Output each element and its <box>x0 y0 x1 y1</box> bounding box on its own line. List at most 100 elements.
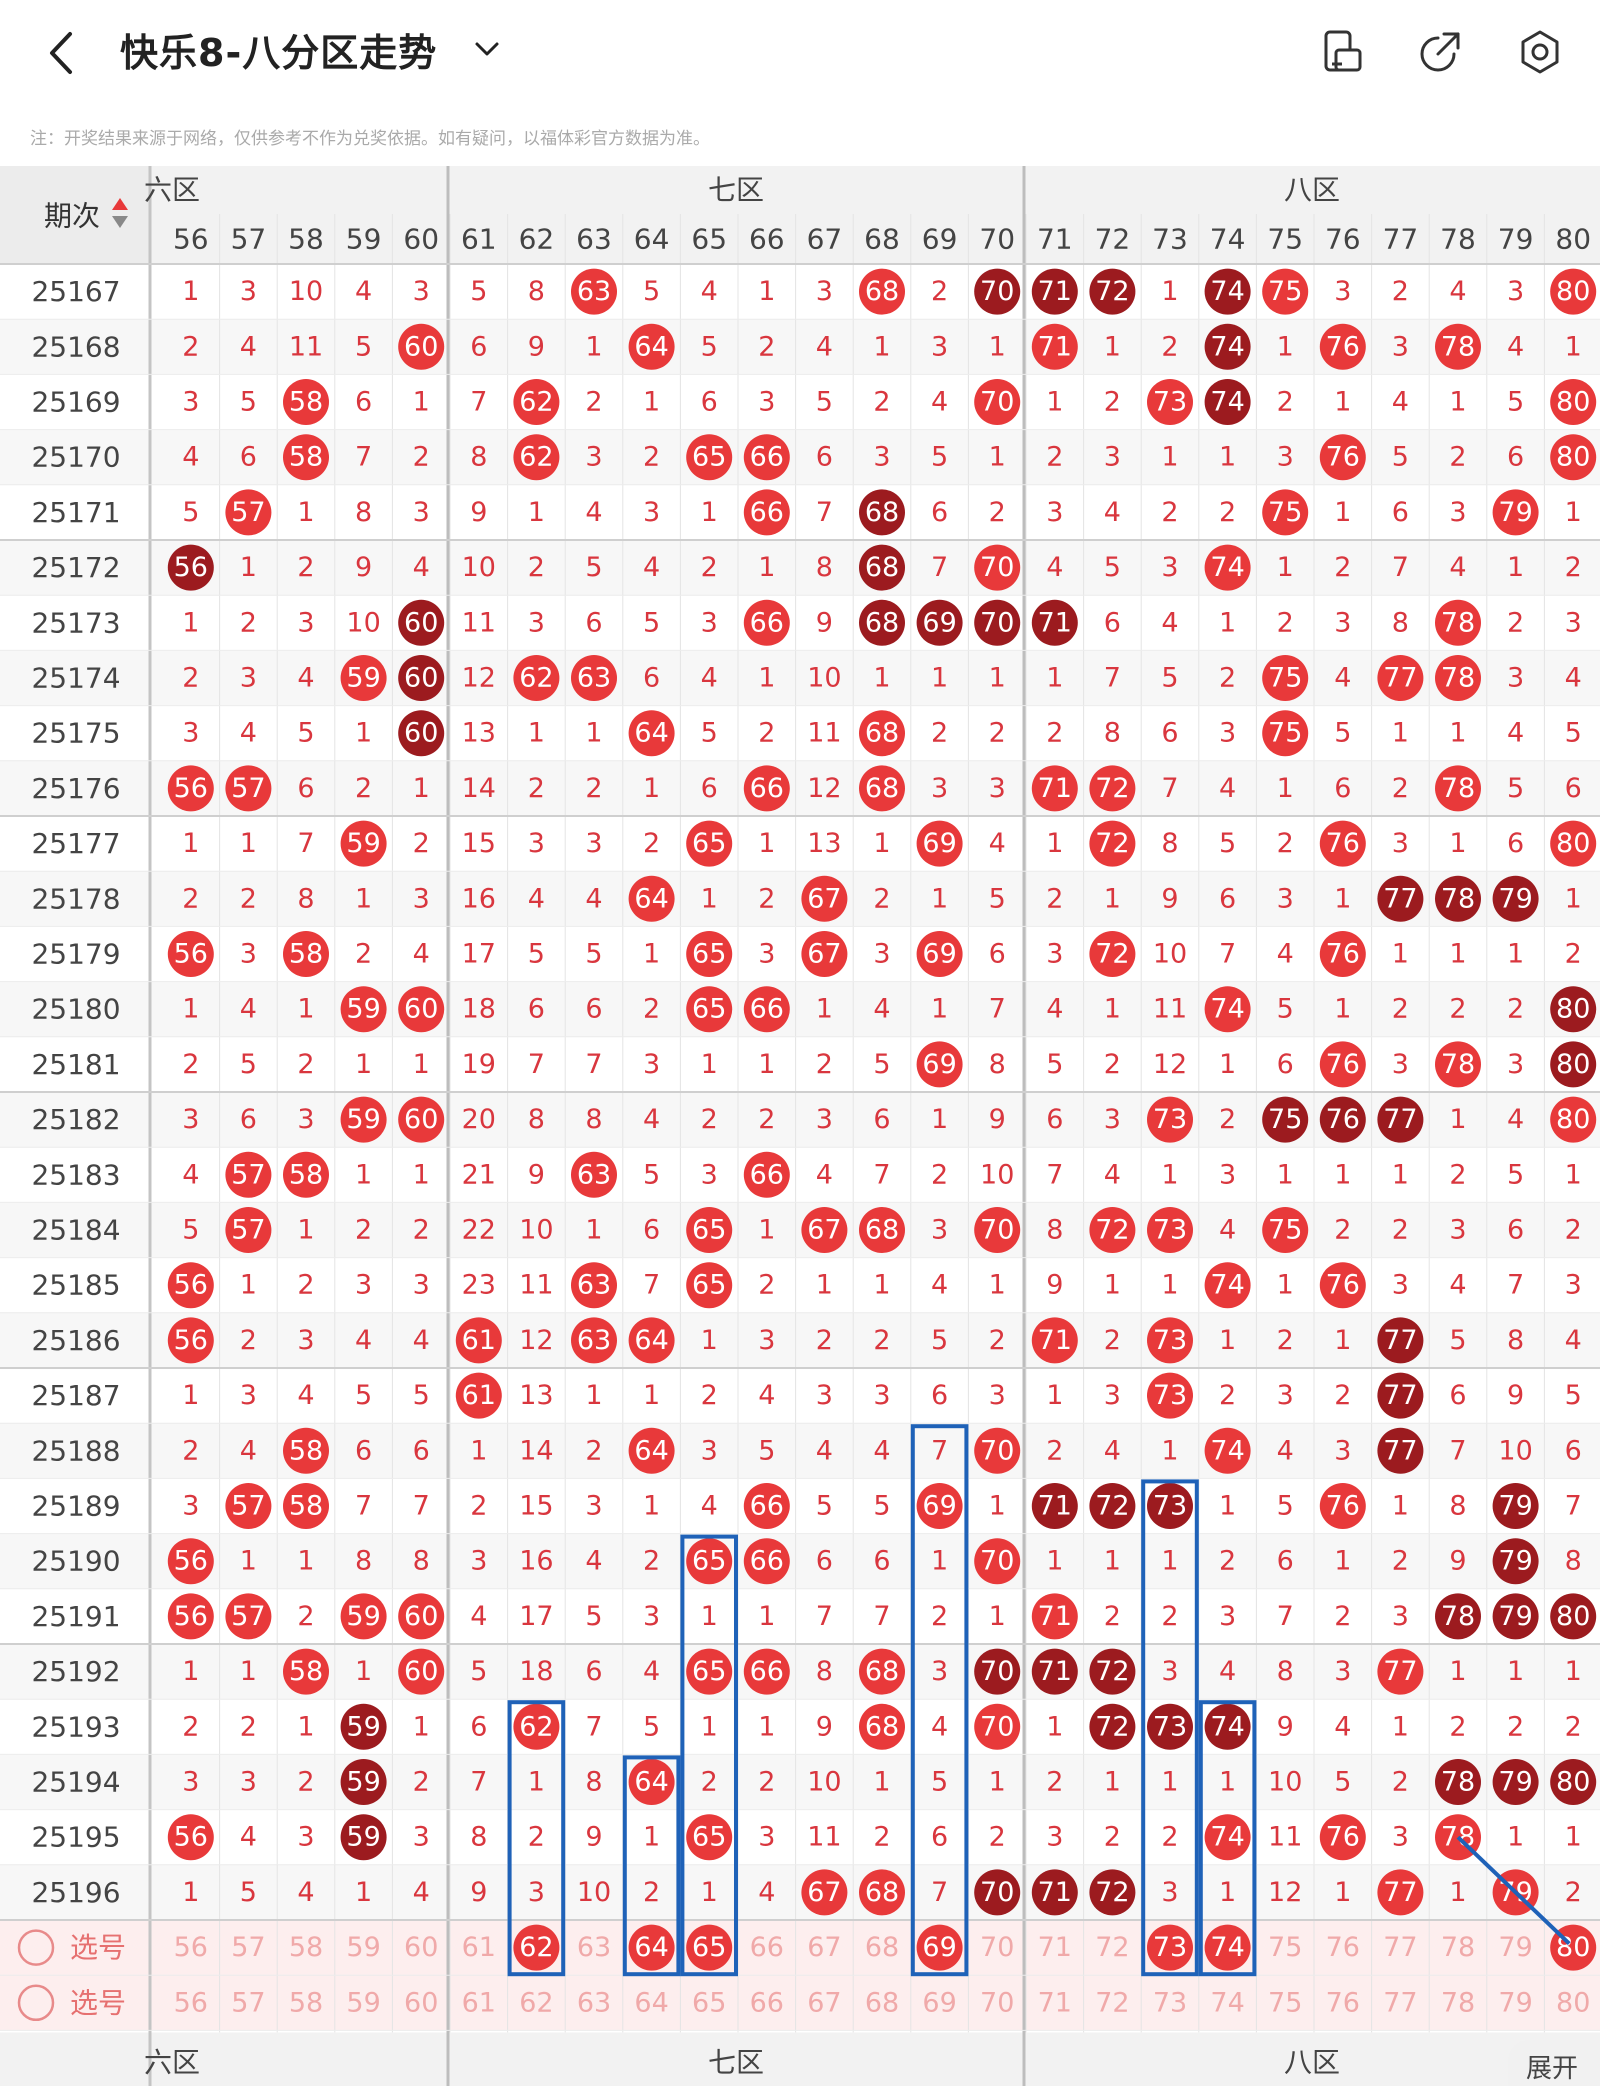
zone-label-six-footer: 六区 <box>144 2046 200 2079</box>
select-number[interactable]: 70 <box>980 1932 1014 1963</box>
column-number-65: 65 <box>691 223 727 256</box>
selected-number-ball[interactable] <box>628 1924 675 1971</box>
back-icon[interactable] <box>40 28 80 78</box>
select-number[interactable]: 67 <box>807 1932 841 1963</box>
select-number[interactable]: 57 <box>231 1932 265 1963</box>
select-number[interactable]: 71 <box>1038 1932 1072 1963</box>
miss-count: 1 <box>1334 497 1351 528</box>
select-number[interactable]: 73 <box>1153 1987 1187 2018</box>
ball-label: 74 <box>1210 994 1244 1025</box>
miss-count: 4 <box>931 1270 948 1301</box>
select-number[interactable]: 59 <box>346 1987 380 2018</box>
drawn-number-ball <box>1377 1648 1424 1695</box>
drawn-number-ball <box>628 1427 675 1474</box>
period-header[interactable]: 期次 <box>44 200 100 233</box>
select-number[interactable]: 58 <box>289 1987 323 2018</box>
select-number[interactable]: 60 <box>404 1987 438 2018</box>
miss-count: 3 <box>931 1656 948 1687</box>
select-number[interactable]: 58 <box>289 1932 323 1963</box>
select-number[interactable]: 72 <box>1095 1987 1129 2018</box>
select-number[interactable]: 56 <box>174 1987 208 2018</box>
miss-count: 8 <box>1104 718 1121 749</box>
select-number[interactable]: 67 <box>807 1987 841 2018</box>
select-radio[interactable] <box>17 1984 55 2022</box>
select-number[interactable]: 56 <box>174 1932 208 1963</box>
expand-button[interactable]: 展开 <box>1508 2040 1600 2086</box>
select-number[interactable]: 75 <box>1268 1987 1302 2018</box>
select-number[interactable]: 60 <box>404 1932 438 1963</box>
select-number[interactable]: 59 <box>346 1932 380 1963</box>
select-number[interactable]: 75 <box>1268 1932 1302 1963</box>
drawn-number-ball <box>1204 1814 1251 1861</box>
drawn-number-ball <box>1377 875 1424 922</box>
chevron-down-icon[interactable] <box>472 36 502 62</box>
select-number[interactable]: 76 <box>1326 1932 1360 1963</box>
select-number[interactable]: 78 <box>1441 1987 1475 2018</box>
ball-label: 68 <box>865 1656 899 1687</box>
ball-label: 69 <box>922 1491 956 1522</box>
select-number[interactable]: 72 <box>1095 1932 1129 1963</box>
select-number[interactable]: 69 <box>922 1987 956 2018</box>
miss-count: 5 <box>701 331 718 362</box>
miss-count: 12 <box>1153 1049 1187 1080</box>
select-number[interactable]: 71 <box>1038 1987 1072 2018</box>
select-radio[interactable] <box>17 1929 55 1966</box>
selected-number-ball[interactable] <box>1204 1924 1251 1971</box>
select-number[interactable]: 68 <box>865 1932 899 1963</box>
select-number[interactable]: 74 <box>1210 1987 1244 2018</box>
ball-label: 60 <box>404 1656 438 1687</box>
select-number[interactable]: 68 <box>865 1987 899 2018</box>
miss-count: 1 <box>643 387 660 418</box>
select-number[interactable]: 66 <box>750 1987 784 2018</box>
miss-count: 1 <box>1277 331 1294 362</box>
selected-number-ball[interactable] <box>916 1924 963 1971</box>
miss-count: 8 <box>528 276 545 307</box>
select-number[interactable]: 77 <box>1383 1932 1417 1963</box>
miss-count: 2 <box>413 442 430 473</box>
settings-icon[interactable] <box>1516 28 1564 76</box>
miss-count: 4 <box>297 1380 314 1411</box>
drawn-number-ball <box>686 1648 733 1695</box>
period-cell: 25190 <box>31 1545 120 1578</box>
drawn-number-ball <box>1550 1041 1597 1088</box>
select-number[interactable]: 70 <box>980 1987 1014 2018</box>
select-number[interactable]: 61 <box>462 1987 496 2018</box>
ball-label: 70 <box>980 552 1014 583</box>
select-number[interactable]: 77 <box>1383 1987 1417 2018</box>
sort-up-icon[interactable] <box>112 198 128 210</box>
miss-count: 1 <box>240 1270 257 1301</box>
ball-label: 70 <box>980 607 1014 638</box>
phone-layout-icon[interactable] <box>1320 28 1368 76</box>
miss-count: 2 <box>1334 1601 1351 1632</box>
miss-count: 5 <box>355 1380 372 1411</box>
selected-number-ball[interactable] <box>1147 1924 1193 1971</box>
miss-count: 3 <box>643 1601 660 1632</box>
miss-count: 2 <box>873 1822 890 1853</box>
select-number[interactable]: 79 <box>1498 1932 1532 1963</box>
miss-count: 21 <box>462 1159 496 1190</box>
ball-label: 74 <box>1210 1711 1244 1742</box>
select-number[interactable]: 63 <box>577 1932 611 1963</box>
select-number[interactable]: 57 <box>231 1987 265 2018</box>
selected-number-ball[interactable] <box>513 1924 560 1971</box>
select-number[interactable]: 80 <box>1556 1987 1590 2018</box>
miss-count: 10 <box>980 1159 1014 1190</box>
select-number[interactable]: 65 <box>692 1987 726 2018</box>
drawn-number-ball <box>859 1703 905 1750</box>
select-number[interactable]: 61 <box>462 1932 496 1963</box>
selected-number-ball[interactable] <box>686 1924 733 1971</box>
select-number[interactable]: 79 <box>1498 1987 1532 2018</box>
ball-label: 74 <box>1210 1822 1244 1853</box>
select-number[interactable]: 64 <box>634 1987 668 2018</box>
sort-down-icon[interactable] <box>112 216 128 228</box>
ball-label: 76 <box>1326 1104 1360 1135</box>
select-number[interactable]: 63 <box>577 1987 611 2018</box>
select-number[interactable]: 66 <box>750 1932 784 1963</box>
drawn-number-ball <box>743 1538 790 1585</box>
select-number[interactable]: 62 <box>519 1987 553 2018</box>
select-number[interactable]: 76 <box>1326 1987 1360 2018</box>
miss-count: 3 <box>413 1822 430 1853</box>
share-icon[interactable] <box>1416 28 1464 76</box>
select-number[interactable]: 78 <box>1441 1932 1475 1963</box>
drawn-number-ball <box>1377 1427 1424 1474</box>
